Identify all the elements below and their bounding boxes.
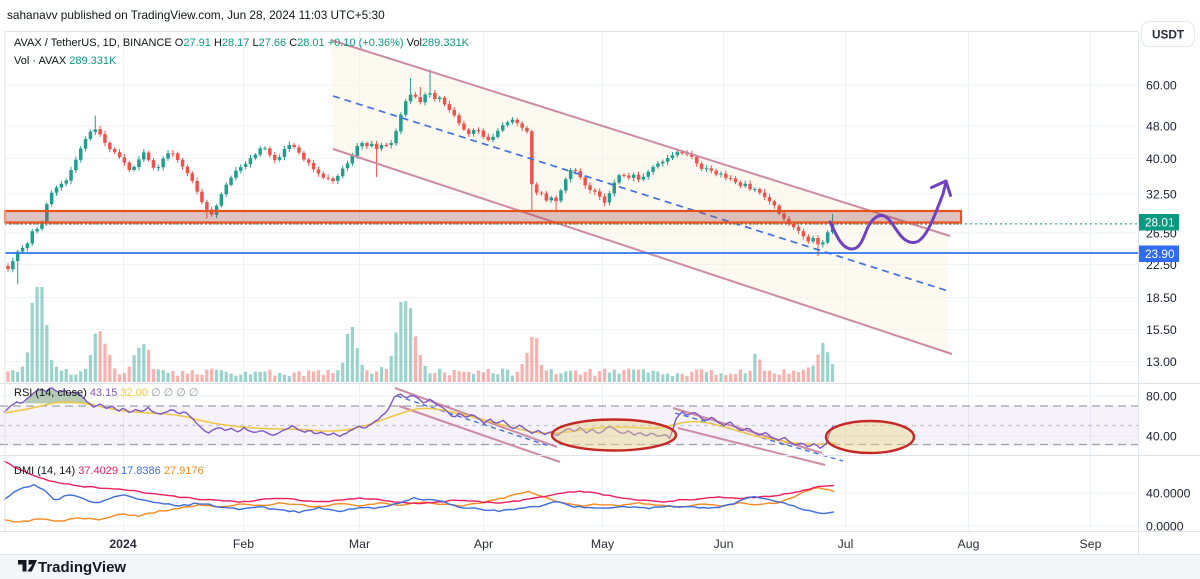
svg-text:Apr: Apr (474, 537, 493, 551)
svg-text:AVAX / TetherUS, 1D, BINANCE: AVAX / TetherUS, 1D, BINANCE O27.91 H28.… (14, 37, 470, 49)
svg-text:40.00: 40.00 (1146, 429, 1177, 443)
svg-text:32.50: 32.50 (1146, 188, 1177, 202)
svg-text:TradingView: TradingView (38, 559, 126, 576)
svg-text:Jul: Jul (838, 537, 854, 551)
svg-text:DMI (14, 14) 37.4029 17.8386 2: DMI (14, 14) 37.4029 17.8386 27.9176 (14, 465, 204, 477)
svg-text:RSI (14, close) 43.15 32.00 ∅: RSI (14, close) 43.15 32.00 ∅ ∅ ∅ ∅ (14, 387, 199, 399)
svg-text:48.00: 48.00 (1146, 120, 1177, 134)
svg-text:18.50: 18.50 (1146, 291, 1177, 305)
svg-text:Mar: Mar (349, 537, 370, 551)
svg-text:sahanavv published on TradingV: sahanavv published on TradingView.com, J… (7, 8, 385, 22)
svg-text:40.00: 40.00 (1146, 152, 1177, 166)
svg-text:60.00: 60.00 (1146, 79, 1177, 93)
svg-text:Feb: Feb (233, 537, 254, 551)
svg-text:USDT: USDT (1152, 28, 1185, 42)
svg-text:May: May (591, 537, 615, 551)
svg-text:Sep: Sep (1080, 537, 1102, 551)
svg-text:Aug: Aug (958, 537, 980, 551)
svg-text:28.01: 28.01 (1145, 216, 1175, 230)
svg-text:15.50: 15.50 (1146, 323, 1177, 337)
svg-text:2024: 2024 (109, 537, 137, 551)
svg-text:Vol · AVAX 289.331K: Vol · AVAX 289.331K (14, 55, 117, 67)
svg-text:Jun: Jun (714, 537, 734, 551)
svg-text:40.0000: 40.0000 (1146, 487, 1191, 501)
svg-text:23.90: 23.90 (1145, 247, 1175, 261)
svg-text:13.00: 13.00 (1146, 355, 1177, 369)
svg-text:0.0000: 0.0000 (1146, 520, 1184, 534)
svg-text:80.00: 80.00 (1146, 390, 1177, 404)
